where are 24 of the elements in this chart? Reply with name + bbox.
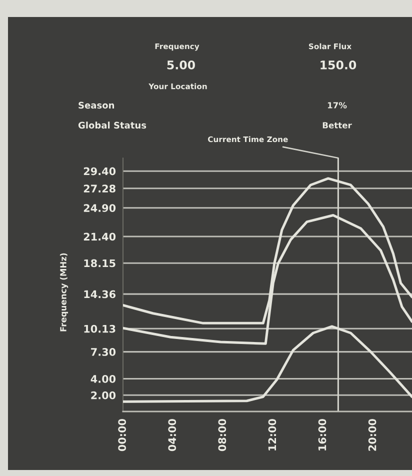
text: Better [322,122,352,128]
y-tick-label: 2.00 [91,391,116,400]
y-tick-label: 21.40 [84,232,116,241]
y-tick-label: 18.15 [84,259,116,268]
text: 5.00 [167,60,195,70]
y-tick-label: 10.13 [84,324,116,333]
x-tick-label: 12:00 [268,418,276,450]
y-tick-label: 29.40 [84,167,116,176]
x-tick-label: 04:00 [168,418,176,452]
y-tick-label: 7.30 [91,348,116,356]
x-tick-label: 20:00 [368,418,376,451]
y-axis-title: Frequency (MHz) [60,253,68,332]
line-series [123,325,412,403]
text: Global Status [78,122,146,129]
y-tick-label: 14.36 [84,290,116,298]
x-tick-label: 08:00 [218,418,226,452]
y-tick-label: 4.00 [90,375,116,383]
text: 150.0 [320,60,356,70]
x-tick-label: 00:00 [118,418,126,452]
y-tick-label: 27.28 [84,184,116,193]
x-tick-label: 16:00 [318,418,326,450]
y-tick-label: 24.90 [84,204,116,212]
text: 17% [328,102,347,108]
text: Season [78,102,114,109]
